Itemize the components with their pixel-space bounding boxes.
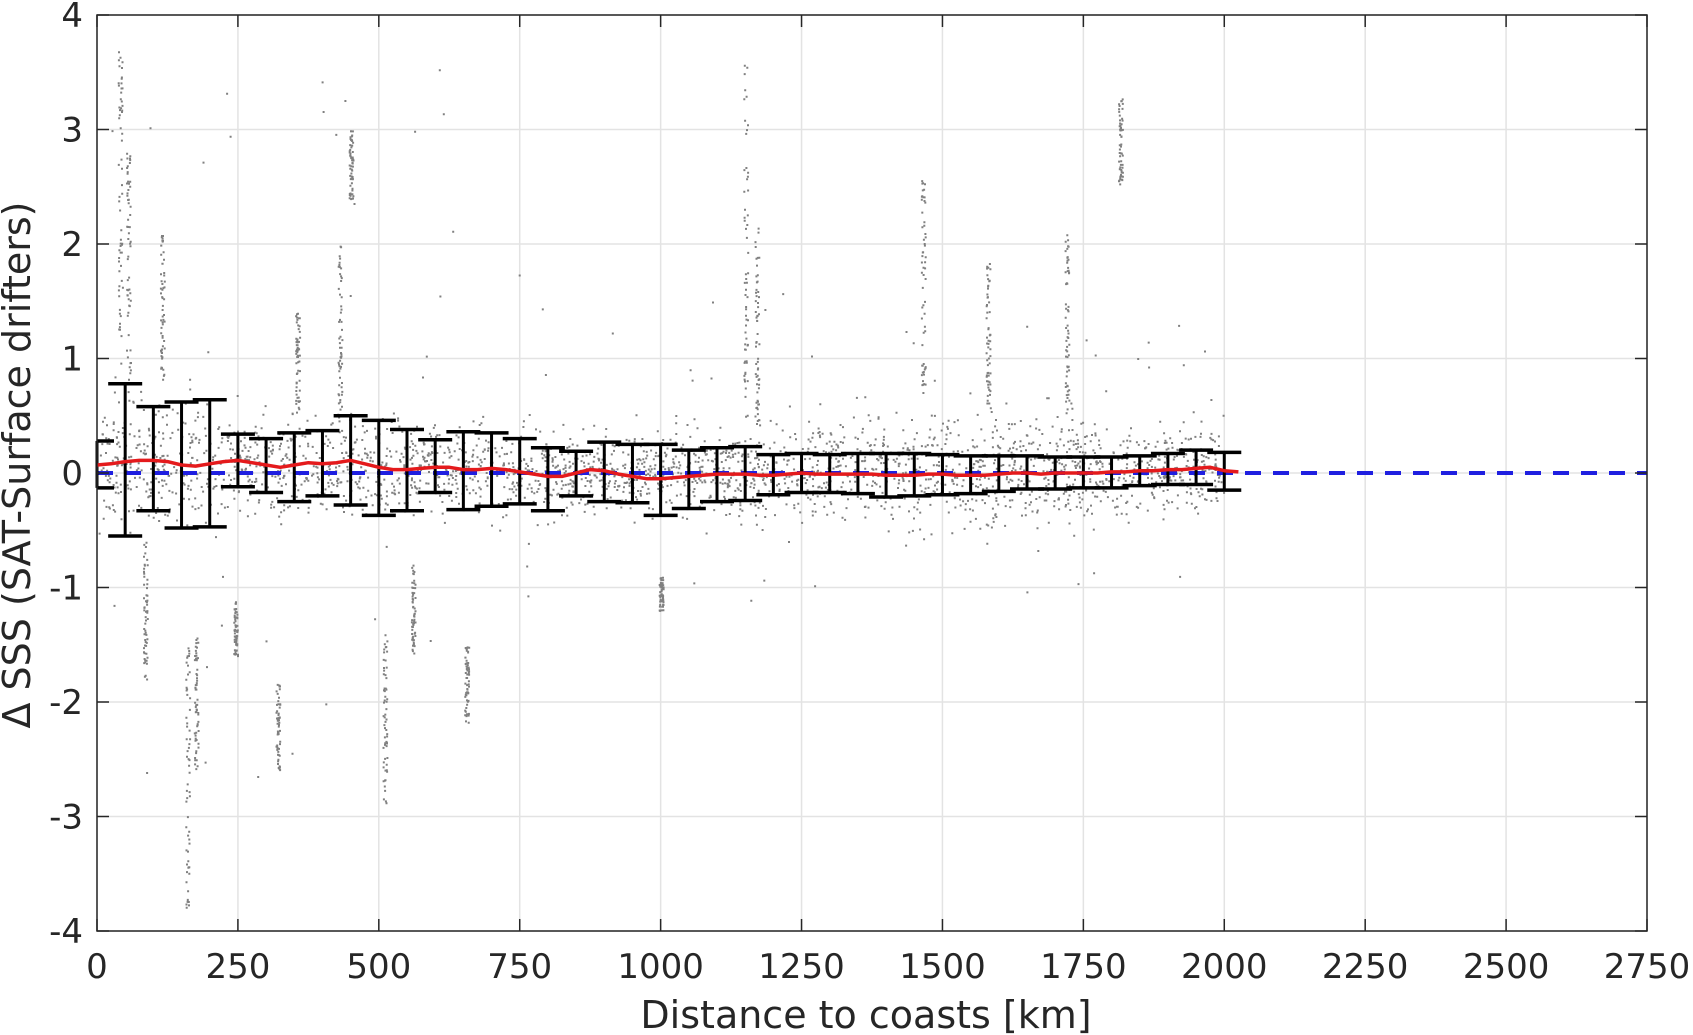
y-tick-label: 0	[61, 454, 83, 494]
x-tick-label: 1000	[617, 947, 704, 987]
error-bar	[671, 448, 706, 511]
mean-line-group	[96, 458, 1239, 481]
x-tick-label: 2250	[1322, 947, 1409, 987]
axes-box	[96, 14, 1648, 932]
y-tick-label: -2	[49, 683, 83, 723]
y-tick-label: 4	[61, 0, 83, 36]
x-tick-label: 750	[487, 947, 552, 987]
x-tick-label: 250	[205, 947, 270, 987]
y-tick-label: -1	[49, 569, 83, 609]
y-tick-label: 1	[61, 340, 83, 380]
x-axis-label: Distance to coasts [km]	[640, 993, 1091, 1035]
error-bar	[530, 446, 565, 513]
x-tick-labels: 0 250 500 750 1000 1250 1500 1750 2000 2250 2500 27…	[86, 947, 1690, 987]
error-bar	[108, 381, 143, 538]
y-tick-label: -4	[49, 912, 83, 952]
x-tick-label: 0	[86, 947, 108, 987]
y-tick-label: 2	[61, 225, 83, 265]
y-tick-labels: -4 -3 -2 -1 0 1 2 3 4	[49, 0, 83, 952]
error-bar	[277, 431, 312, 504]
x-tick-label: 1250	[758, 947, 845, 987]
y-tick-label: 3	[61, 111, 83, 151]
x-tick-label: 1500	[899, 947, 986, 987]
x-tick-label: 1750	[1040, 947, 1127, 987]
error-bars	[95, 381, 1242, 538]
y-axis-label: Δ SSS (SAT-Surface drifters)	[0, 201, 39, 728]
x-tick-label: 500	[346, 947, 411, 987]
x-tick-label: 2000	[1181, 947, 1268, 987]
mean-line	[96, 458, 1239, 481]
y-tick-label: -3	[49, 798, 83, 838]
x-tick-label: 2750	[1604, 947, 1691, 987]
x-tick-label: 2500	[1463, 947, 1550, 987]
